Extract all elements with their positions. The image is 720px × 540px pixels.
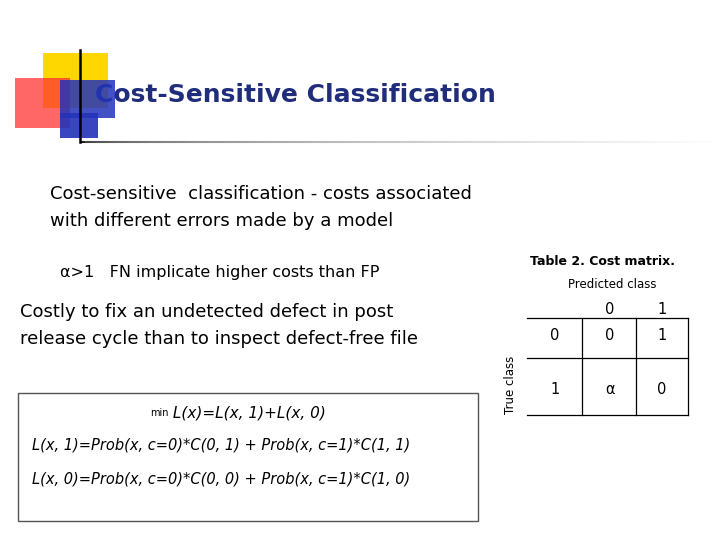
Text: 0: 0 [606,327,615,342]
Text: L(x, 0)=Prob(x, c=0)*C(0, 0) + Prob(x, c=1)*C(1, 0): L(x, 0)=Prob(x, c=0)*C(0, 0) + Prob(x, c… [32,472,410,487]
Text: Cost-Sensitive Classification: Cost-Sensitive Classification [95,83,496,107]
Bar [60,113,98,138]
Text: 0: 0 [606,302,615,317]
Text: min: min [150,408,168,418]
Text: Costly to fix an undetected defect in post
release cycle than to inspect defect-: Costly to fix an undetected defect in po… [20,303,418,348]
Text: L(x)=L(x, 1)+L(x, 0): L(x)=L(x, 1)+L(x, 0) [168,406,326,421]
Text: α: α [606,382,615,397]
Text: 0: 0 [657,382,667,397]
Text: L(x, 1)=Prob(x, c=0)*C(0, 1) + Prob(x, c=1)*C(1, 1): L(x, 1)=Prob(x, c=0)*C(0, 1) + Prob(x, c… [32,438,410,453]
Text: True class: True class [503,356,516,414]
Text: Table 2. Cost matrix.: Table 2. Cost matrix. [530,255,675,268]
Bar [60,80,115,118]
Bar [43,53,108,108]
FancyBboxPatch shape [18,393,478,521]
Text: Cost-sensitive  classification - costs associated
with different errors made by : Cost-sensitive classification - costs as… [50,185,472,230]
Text: Predicted class: Predicted class [568,278,657,291]
Text: 1: 1 [657,302,667,317]
Text: 1: 1 [657,327,667,342]
Bar [15,78,70,128]
Text: 1: 1 [550,382,559,397]
Text: α>1   FN implicate higher costs than FP: α>1 FN implicate higher costs than FP [60,265,379,280]
Text: 0: 0 [550,327,559,342]
